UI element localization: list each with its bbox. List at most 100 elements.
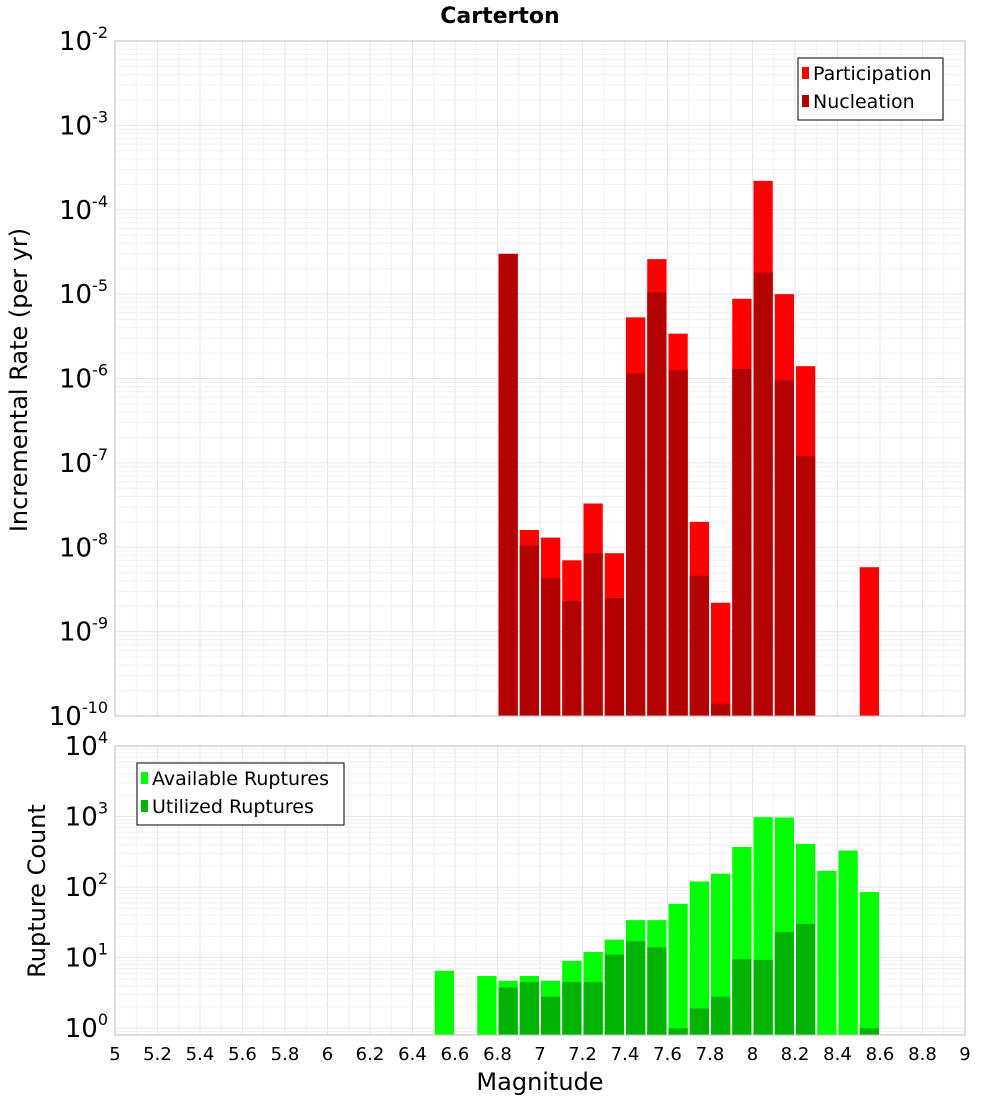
top-bar-nucleation (774, 380, 794, 716)
x-tick-label: 5.2 (143, 1044, 172, 1065)
x-tick-label: 7.2 (568, 1044, 597, 1065)
x-axis-label: Magnitude (476, 1068, 603, 1096)
x-tick-label: 5 (109, 1044, 120, 1065)
x-tick-label: 5.8 (271, 1044, 300, 1065)
bottom-y-axis-label: Rupture Count (23, 804, 51, 978)
bottom-bar-utilized-ruptures (541, 996, 561, 1035)
bottom-bar-utilized-ruptures (859, 1028, 879, 1035)
top-bar-nucleation (583, 553, 603, 716)
bottom-y-tick-label: 102 (65, 869, 108, 903)
bottom-plot-area: 100 101 102 103 104 Available Ruptures Utilize… (65, 728, 966, 1044)
x-tick-label: 5.4 (186, 1044, 215, 1065)
top-bar-nucleation (604, 598, 624, 716)
bottom-bar-available-ruptures (434, 970, 454, 1035)
bottom-bar-utilized-ruptures (562, 982, 582, 1035)
bottom-bar-utilized-ruptures (519, 982, 539, 1035)
top-plot-area: 10-10 10-9 10-8 10-7 10-6 10-5 10-4 10-3 10-2 Par… (49, 23, 966, 732)
top-bar-nucleation (498, 253, 518, 716)
top-bar-participation (859, 567, 879, 716)
bottom-bar-available-ruptures (689, 881, 709, 1035)
top-legend-swatch (802, 67, 809, 79)
bottom-bar-utilized-ruptures (647, 947, 667, 1035)
x-tick-label: 6.6 (441, 1044, 470, 1065)
bottom-bar-utilized-ruptures (732, 959, 752, 1035)
top-y-tick-label: 10-2 (59, 23, 108, 57)
bottom-bar-utilized-ruptures (711, 996, 731, 1035)
x-tick-label: 6.8 (483, 1044, 512, 1065)
top-y-tick-label: 10-5 (59, 276, 108, 310)
top-y-axis-label: Incremental Rate (per yr) (5, 228, 33, 532)
bottom-bar-utilized-ruptures (604, 954, 624, 1035)
bottom-legend-swatch (141, 800, 148, 812)
x-tick-label: 7.6 (653, 1044, 682, 1065)
top-y-tick-label: 10-8 (59, 529, 108, 563)
x-tick-label: 6 (322, 1044, 333, 1065)
bottom-bar-available-ruptures (838, 850, 858, 1035)
bottom-y-tick-label: 104 (65, 728, 108, 762)
bottom-bars (434, 817, 879, 1035)
bottom-legend-label: Utilized Ruptures (152, 796, 314, 818)
bottom-bar-utilized-ruptures (626, 941, 646, 1035)
top-legend-label: Participation (813, 63, 932, 85)
top-y-tick-label: 10-4 (59, 192, 108, 226)
bottom-bar-utilized-ruptures (583, 982, 603, 1035)
chart-title: Carterton (440, 4, 559, 29)
bottom-bar-utilized-ruptures (498, 987, 518, 1035)
top-legend-box (797, 57, 944, 121)
x-tick-labels: 5 5.2 5.4 5.6 5.8 6 6.2 6.4 6.6 6.8 7 7.2 7.4 7.6 7.8 8… (109, 1044, 970, 1065)
top-bars (498, 180, 879, 716)
top-bar-nucleation (519, 545, 539, 716)
top-legend: Participation Nucleation (797, 57, 944, 121)
top-bar-nucleation (668, 370, 688, 716)
top-legend-label: Nucleation (813, 91, 915, 113)
top-y-tick-label: 10-6 (59, 361, 108, 395)
bottom-y-tick-label: 103 (65, 799, 108, 833)
x-tick-label: 6.4 (398, 1044, 427, 1065)
x-tick-label: 8.4 (823, 1044, 852, 1065)
top-bar-nucleation (711, 703, 731, 716)
x-tick-label: 7.8 (696, 1044, 725, 1065)
x-tick-label: 8.2 (781, 1044, 810, 1065)
top-y-tick-label: 10-9 (59, 614, 108, 648)
bottom-legend-swatch (141, 772, 148, 784)
bottom-bar-utilized-ruptures (796, 923, 816, 1035)
top-bar-nucleation (647, 292, 667, 716)
top-bar-nucleation (689, 575, 709, 716)
bottom-bar-utilized-ruptures (689, 1008, 709, 1035)
bottom-bar-available-ruptures (711, 873, 731, 1035)
top-bar-nucleation (562, 601, 582, 716)
top-bar-nucleation (541, 578, 561, 716)
bottom-bar-utilized-ruptures (668, 1028, 688, 1035)
top-y-tick-label: 10-7 (59, 445, 108, 479)
top-plot-border (114, 40, 966, 717)
top-bar-nucleation (626, 373, 646, 716)
x-tick-label: 8.8 (908, 1044, 937, 1065)
top-y-tick-label: 10-10 (49, 698, 108, 732)
bottom-y-tick-label: 100 (65, 1010, 108, 1044)
x-tick-label: 8.6 (866, 1044, 895, 1065)
x-tick-label: 7.4 (611, 1044, 640, 1065)
bottom-bar-available-ruptures (668, 903, 688, 1035)
top-y-tick-label: 10-3 (59, 107, 108, 141)
top-bar-nucleation (753, 272, 773, 716)
bottom-bar-available-ruptures (817, 870, 837, 1035)
top-legend-swatch (802, 95, 809, 107)
bottom-bar-available-ruptures (477, 975, 497, 1035)
top-bar-nucleation (732, 368, 752, 716)
x-tick-label: 8 (747, 1044, 758, 1065)
bottom-legend-box (136, 762, 345, 826)
bottom-bar-utilized-ruptures (753, 959, 773, 1035)
bottom-y-tick-label: 101 (65, 940, 108, 974)
top-bar-nucleation (796, 456, 816, 716)
x-tick-label: 9 (959, 1044, 970, 1065)
bottom-plot-border (114, 745, 966, 1036)
bottom-legend-label: Available Ruptures (152, 768, 329, 790)
bottom-legend: Available Ruptures Utilized Ruptures (136, 762, 345, 826)
x-tick-label: 6.2 (356, 1044, 385, 1065)
x-tick-label: 5.6 (228, 1044, 257, 1065)
top-grid (114, 40, 966, 717)
bottom-bar-utilized-ruptures (774, 932, 794, 1035)
x-tick-label: 7 (534, 1044, 545, 1065)
